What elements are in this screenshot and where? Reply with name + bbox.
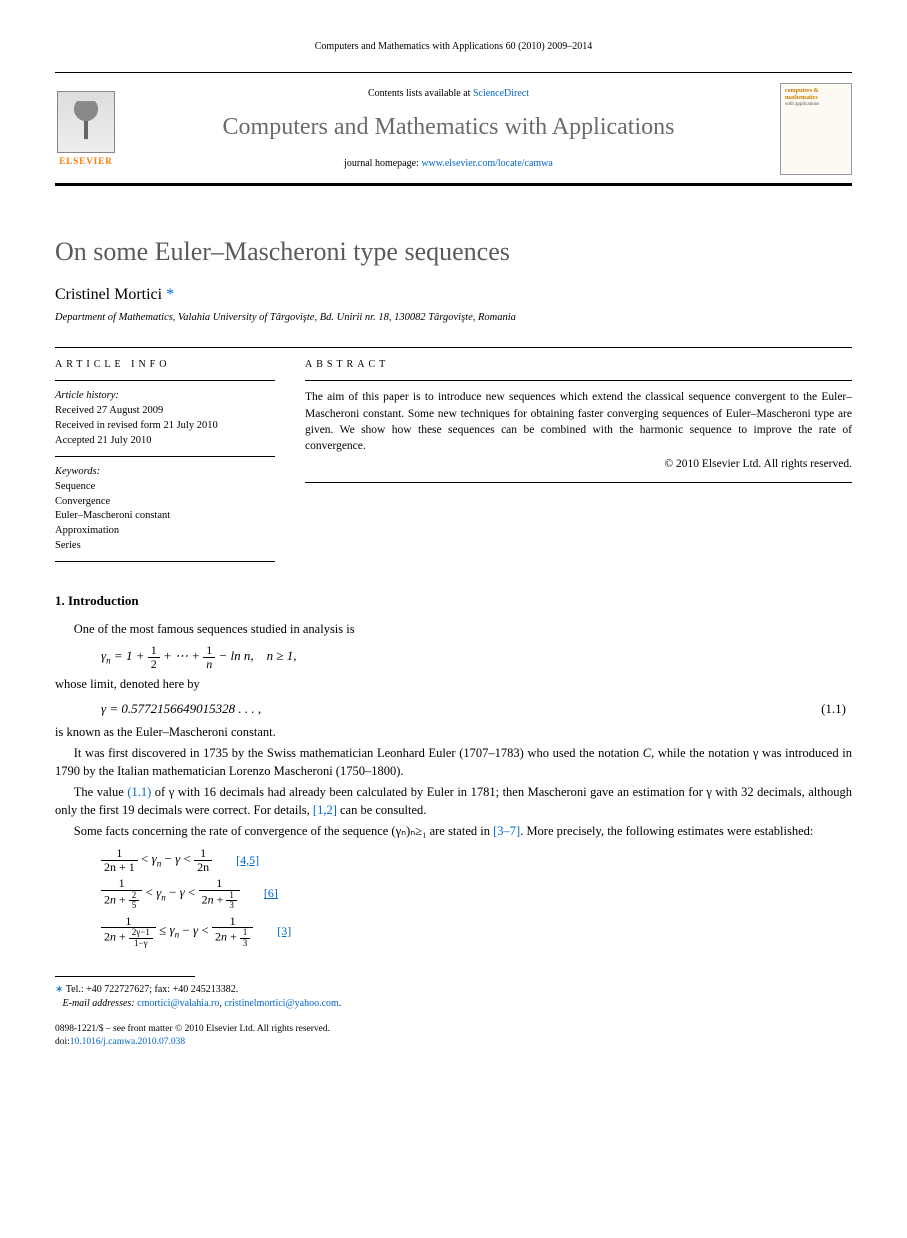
intro-p2: whose limit, denoted here by [55, 676, 852, 694]
doi-label: doi: [55, 1037, 70, 1047]
intro-p6: Some facts concerning the rate of conver… [55, 823, 852, 841]
author-line: Cristinel Mortici * [55, 284, 852, 306]
keywords-block: Keywords: Sequence Convergence Euler–Mas… [55, 465, 275, 562]
article-history-block: Article history: Received 27 August 2009… [55, 389, 275, 457]
keyword: Convergence [55, 495, 275, 510]
intro-p1: One of the most famous sequences studied… [55, 621, 852, 639]
history-revised: Received in revised form 21 July 2010 [55, 419, 275, 434]
keyword: Series [55, 539, 275, 554]
affiliation: Department of Mathematics, Valahia Unive… [55, 311, 852, 326]
footer-front-matter: 0898-1221/$ – see front matter © 2010 El… [55, 1023, 852, 1036]
equation-gamma-value: γ = 0.5772156649015328 . . . , (1.1) [101, 700, 852, 718]
history-accepted: Accepted 21 July 2010 [55, 434, 275, 449]
corresponding-footnote: ∗ Tel.: +40 722727627; fax: +40 24521338… [55, 983, 852, 1011]
history-label: Article history: [55, 389, 275, 404]
estimate-row-2: 12n + 25 < γn − γ < 12n + 13 [6] [101, 877, 852, 910]
journal-cover-thumbnail: computers & mathematics with application… [780, 83, 852, 175]
footer-block: 0898-1221/$ – see front matter © 2010 El… [55, 1023, 852, 1050]
homepage-link[interactable]: www.elsevier.com/locate/camwa [421, 158, 553, 169]
article-info-column: ARTICLE INFO Article history: Received 2… [55, 348, 275, 570]
ref-link-3[interactable]: [3] [277, 923, 291, 940]
estimate-inequalities: 12n + 1 < γn − γ < 12n [4,5] 12n + 25 < … [101, 847, 852, 948]
p5-part-b: of γ with 16 decimals had already been c… [55, 785, 852, 817]
email-link-1[interactable]: cmortici@valahia.ro [137, 998, 219, 1009]
email-link-2[interactable]: cristinelmortici@yahoo.com [224, 998, 338, 1009]
footnote-star-icon: ∗ [55, 984, 63, 995]
contents-available-line: Contents lists available at ScienceDirec… [131, 87, 766, 101]
abstract-column: ABSTRACT The aim of this paper is to int… [305, 348, 852, 570]
corresponding-author-link[interactable]: * [162, 286, 174, 303]
abstract-copyright: © 2010 Elsevier Ltd. All rights reserved… [305, 456, 852, 472]
sciencedirect-link[interactable]: ScienceDirect [473, 88, 529, 99]
elsevier-label: ELSEVIER [55, 155, 117, 168]
footnote-rule [55, 976, 195, 977]
p6-part-a: Some facts concerning the rate of conver… [74, 824, 493, 838]
ref-link-1-1[interactable]: (1.1) [127, 785, 151, 799]
elsevier-logo: ELSEVIER [55, 91, 117, 168]
homepage-line: journal homepage: www.elsevier.com/locat… [131, 157, 766, 171]
p5-part-c: can be consulted. [337, 803, 427, 817]
ref-link-4-5[interactable]: [4,5] [236, 852, 259, 869]
equation-gamma-n: γn = 1 + 12 + ⋯ + 1n − ln n, n ≥ 1, [101, 644, 852, 670]
intro-p5: The value (1.1) of γ with 16 decimals ha… [55, 784, 852, 819]
running-citation: Computers and Mathematics with Applicati… [55, 40, 852, 54]
elsevier-tree-icon [57, 91, 115, 153]
history-received: Received 27 August 2009 [55, 404, 275, 419]
estimate-row-1: 12n + 1 < γn − γ < 12n [4,5] [101, 847, 852, 873]
homepage-prefix: journal homepage: [344, 158, 421, 169]
abstract-text: The aim of this paper is to introduce ne… [305, 389, 852, 453]
intro-p4: It was first discovered in 1735 by the S… [55, 745, 852, 780]
p6-part-b: . More precisely, the following estimate… [520, 824, 813, 838]
ref-link-1-2[interactable]: [1,2] [313, 803, 337, 817]
keywords-label: Keywords: [55, 465, 275, 480]
cover-title: computers & mathematics [785, 88, 847, 101]
equation-number-1-1: (1.1) [821, 700, 852, 718]
journal-header: ELSEVIER Contents lists available at Sci… [55, 72, 852, 186]
gamma-value: γ = 0.5772156649015328 . . . , [101, 700, 261, 718]
ref-link-6[interactable]: [6] [264, 885, 278, 902]
article-title: On some Euler–Mascheroni type sequences [55, 234, 852, 270]
abstract-heading: ABSTRACT [305, 348, 852, 381]
keyword: Approximation [55, 524, 275, 539]
ref-link-3-7[interactable]: [3–7] [493, 824, 520, 838]
email-label: E-mail addresses: [63, 998, 135, 1009]
footnote-tel: Tel.: +40 722727627; fax: +40 245213382. [66, 984, 239, 995]
author-name: Cristinel Mortici [55, 286, 162, 303]
estimate-row-3: 12n + 2γ−11−γ ≤ γn − γ < 12n + 13 [3] [101, 915, 852, 948]
keyword: Euler–Mascheroni constant [55, 509, 275, 524]
contents-prefix: Contents lists available at [368, 88, 473, 99]
section-1-heading: 1. Introduction [55, 592, 852, 610]
p5-part-a: The value [74, 785, 128, 799]
intro-p3: is known as the Euler–Mascheroni constan… [55, 724, 852, 742]
keyword: Sequence [55, 480, 275, 495]
article-info-heading: ARTICLE INFO [55, 348, 275, 381]
doi-link[interactable]: 10.1016/j.camwa.2010.07.038 [70, 1037, 185, 1047]
journal-title: Computers and Mathematics with Applicati… [131, 111, 766, 145]
p4-part-a: It was first discovered in 1735 by the S… [74, 746, 643, 760]
